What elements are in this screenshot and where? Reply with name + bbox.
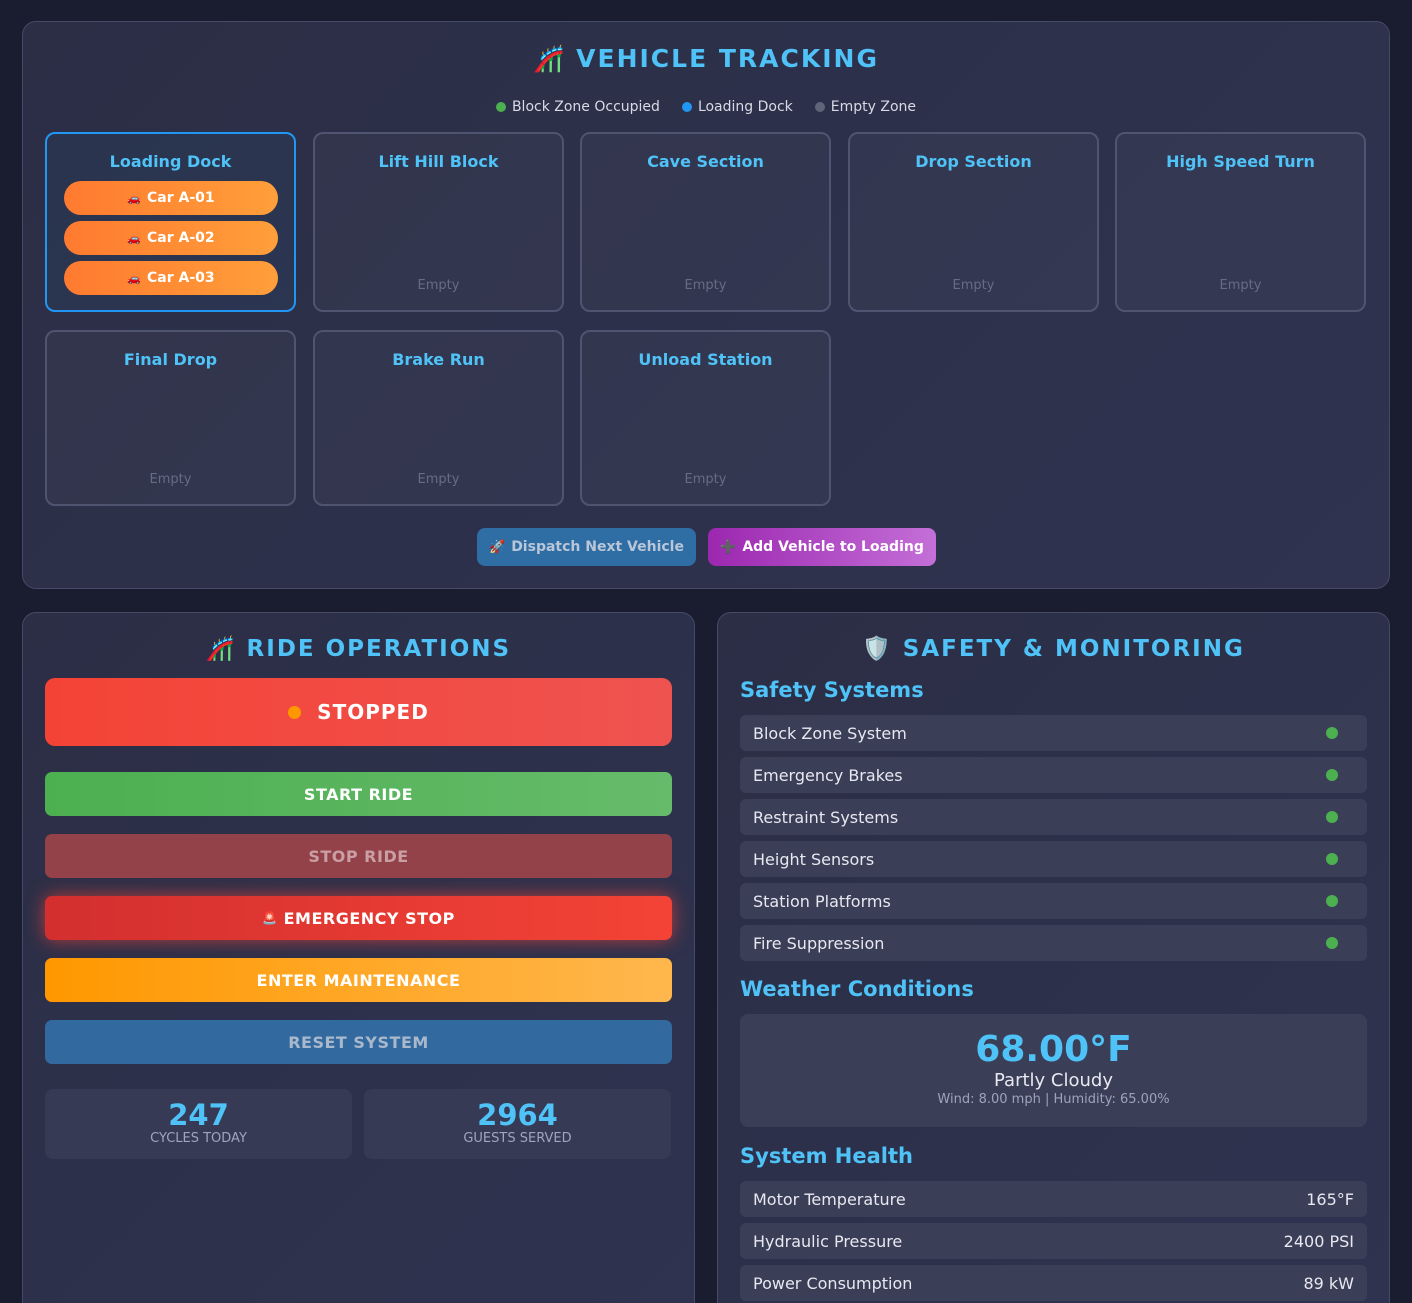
zone-name: Final Drop xyxy=(123,350,218,369)
stat-label: GUESTS SERVED xyxy=(463,1131,572,1146)
legend-item-empty: Empty Zone xyxy=(814,99,916,115)
shield-icon: 🛡️ xyxy=(862,636,893,662)
safety-monitoring-title: 🛡️ SAFETY & MONITORING xyxy=(862,636,1245,662)
zone-lift-hill-block[interactable]: Lift Hill Block Empty xyxy=(313,132,564,312)
safety-system-row: Station Platforms xyxy=(740,883,1367,919)
ride-operations-panel: 🎢 RIDE OPERATIONS STOPPED START RIDE STOP… xyxy=(22,612,695,1303)
zone-name: Lift Hill Block xyxy=(378,152,499,171)
safety-system-row: Fire Suppression xyxy=(740,925,1367,961)
car-chip[interactable]: 🚗 Car A-01 xyxy=(64,181,278,215)
zone-unload-station[interactable]: Unload Station Empty xyxy=(580,330,831,506)
legend-item-occupied: Block Zone Occupied xyxy=(495,99,660,115)
zone-name: Brake Run xyxy=(392,350,485,369)
add-vehicle-button[interactable]: ➕ Add Vehicle to Loading xyxy=(708,528,936,566)
zone-empty-label: Empty xyxy=(1219,278,1262,293)
zone-high-speed-turn[interactable]: High Speed Turn Empty xyxy=(1115,132,1366,312)
safety-system-row: Restraint Systems xyxy=(740,799,1367,835)
health-metric-row: Power Consumption 89 kW xyxy=(740,1265,1367,1301)
stat-value: 2964 xyxy=(477,1098,558,1132)
siren-icon: 🚨 xyxy=(262,911,278,925)
status-ok-indicator xyxy=(1326,769,1338,781)
vehicle-tracking-title: 🎢 VEHICLE TRACKING xyxy=(533,44,879,73)
zone-cave-section[interactable]: Cave Section Empty xyxy=(580,132,831,312)
zone-empty-label: Empty xyxy=(149,472,192,487)
roller-coaster-icon: 🎢 xyxy=(205,636,237,662)
zone-empty-label: Empty xyxy=(417,278,460,293)
dispatch-next-vehicle-button[interactable]: 🚀 Dispatch Next Vehicle xyxy=(477,528,696,566)
legend-dot-empty xyxy=(814,102,825,112)
car-chip[interactable]: 🚗 Car A-03 xyxy=(64,261,278,295)
system-health-heading: System Health xyxy=(740,1144,913,1168)
stat-value: 247 xyxy=(168,1098,229,1132)
zone-name: Unload Station xyxy=(638,350,773,369)
weather-conditions-heading: Weather Conditions xyxy=(740,977,974,1001)
zone-drop-section[interactable]: Drop Section Empty xyxy=(848,132,1099,312)
zone-empty-label: Empty xyxy=(417,472,460,487)
safety-monitoring-panel: 🛡️ SAFETY & MONITORING Safety Systems Blo… xyxy=(717,612,1390,1303)
stat-guests-served: 2964 GUESTS SERVED xyxy=(364,1089,671,1159)
safety-systems-heading: Safety Systems xyxy=(740,678,924,702)
stat-label: CYCLES TODAY xyxy=(150,1131,247,1146)
safety-system-row: Block Zone System xyxy=(740,715,1367,751)
weather-details: Wind: 8.00 mph | Humidity: 65.00% xyxy=(937,1092,1170,1107)
zone-loading-dock[interactable]: Loading Dock 🚗 Car A-01 🚗 Car A-02 🚗 Car A-… xyxy=(45,132,296,312)
zone-empty-label: Empty xyxy=(684,472,727,487)
legend-dot-occupied xyxy=(495,102,506,112)
ride-operations-title: 🎢 RIDE OPERATIONS xyxy=(205,636,512,662)
weather-card: 68.00°F Partly Cloudy Wind: 8.00 mph | H… xyxy=(740,1014,1367,1127)
weather-condition: Partly Cloudy xyxy=(994,1070,1113,1091)
status-ok-indicator xyxy=(1326,853,1338,865)
zone-legend: Block Zone Occupied Loading Dock Empty Z… xyxy=(23,99,1389,115)
start-ride-button[interactable]: START RIDE xyxy=(45,772,672,816)
zone-brake-run[interactable]: Brake Run Empty xyxy=(313,330,564,506)
status-ok-indicator xyxy=(1326,727,1338,739)
status-ok-indicator xyxy=(1326,811,1338,823)
zone-name: Loading Dock xyxy=(109,152,232,171)
health-metric-value: 89 kW xyxy=(1303,1273,1354,1293)
health-metric-value: 165°F xyxy=(1306,1189,1354,1209)
emergency-stop-button[interactable]: 🚨 EMERGENCY STOP xyxy=(45,896,672,940)
zone-name: High Speed Turn xyxy=(1166,152,1315,171)
car-icon: 🚗 xyxy=(127,271,142,285)
zone-final-drop[interactable]: Final Drop Empty xyxy=(45,330,296,506)
status-ok-indicator xyxy=(1326,895,1338,907)
car-icon: 🚗 xyxy=(127,191,142,205)
zone-name: Cave Section xyxy=(647,152,764,171)
enter-maintenance-button[interactable]: ENTER MAINTENANCE xyxy=(45,958,672,1002)
car-icon: 🚗 xyxy=(127,231,142,245)
legend-dot-loading xyxy=(681,102,692,112)
zone-name: Drop Section xyxy=(915,152,1032,171)
weather-temperature: 68.00°F xyxy=(975,1029,1132,1070)
safety-system-row: Emergency Brakes xyxy=(740,757,1367,793)
car-chip[interactable]: 🚗 Car A-02 xyxy=(64,221,278,255)
status-ok-indicator xyxy=(1326,937,1338,949)
status-dot-icon xyxy=(288,705,302,719)
health-metric-row: Motor Temperature 165°F xyxy=(740,1181,1367,1217)
health-metric-row: Hydraulic Pressure 2400 PSI xyxy=(740,1223,1367,1259)
plus-icon: ➕ xyxy=(720,539,737,555)
health-metric-value: 2400 PSI xyxy=(1283,1231,1354,1251)
stop-ride-button[interactable]: STOP RIDE xyxy=(45,834,672,878)
legend-item-loading: Loading Dock xyxy=(681,99,793,115)
reset-system-button[interactable]: RESET SYSTEM xyxy=(45,1020,672,1064)
vehicle-tracking-panel: 🎢 VEHICLE TRACKING Block Zone Occupied Lo… xyxy=(22,21,1390,589)
stat-cycles-today: 247 CYCLES TODAY xyxy=(45,1089,352,1159)
safety-system-row: Height Sensors xyxy=(740,841,1367,877)
ride-status-banner: STOPPED xyxy=(45,678,672,746)
zone-empty-label: Empty xyxy=(684,278,727,293)
roller-coaster-icon: 🎢 xyxy=(533,44,567,73)
zone-empty-label: Empty xyxy=(952,278,995,293)
rocket-icon: 🚀 xyxy=(489,539,506,555)
